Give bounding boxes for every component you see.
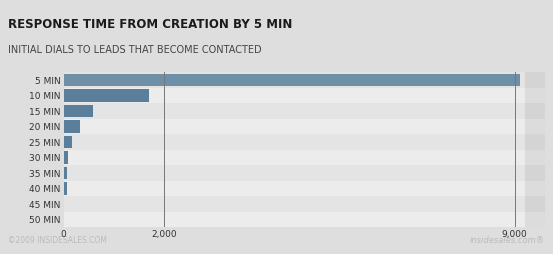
- Bar: [64, 105, 93, 117]
- Bar: [525, 196, 545, 212]
- Bar: [525, 134, 545, 150]
- Bar: [64, 119, 525, 134]
- Bar: [64, 88, 525, 103]
- Bar: [525, 88, 545, 103]
- Bar: [64, 165, 525, 181]
- Bar: [525, 72, 545, 88]
- Bar: [64, 89, 149, 102]
- Bar: [64, 212, 525, 227]
- Bar: [64, 182, 66, 195]
- Bar: [525, 181, 545, 196]
- Bar: [64, 167, 67, 179]
- Text: insidesales.com®: insidesales.com®: [469, 236, 545, 245]
- Bar: [64, 136, 72, 148]
- Text: RESPONSE TIME FROM CREATION BY 5 MIN: RESPONSE TIME FROM CREATION BY 5 MIN: [8, 18, 293, 31]
- Bar: [525, 165, 545, 181]
- Text: INITIAL DIALS TO LEADS THAT BECOME CONTACTED: INITIAL DIALS TO LEADS THAT BECOME CONTA…: [8, 45, 262, 55]
- Bar: [64, 74, 520, 86]
- Bar: [64, 181, 525, 196]
- Text: ©2009 INSIDESALES.COM: ©2009 INSIDESALES.COM: [8, 236, 107, 245]
- Bar: [64, 151, 67, 164]
- Bar: [525, 103, 545, 119]
- Bar: [64, 72, 525, 88]
- Bar: [64, 196, 525, 212]
- Bar: [64, 103, 525, 119]
- Bar: [64, 120, 80, 133]
- Bar: [525, 212, 545, 227]
- Bar: [64, 134, 525, 150]
- Bar: [525, 150, 545, 165]
- Bar: [64, 150, 525, 165]
- Bar: [525, 119, 545, 134]
